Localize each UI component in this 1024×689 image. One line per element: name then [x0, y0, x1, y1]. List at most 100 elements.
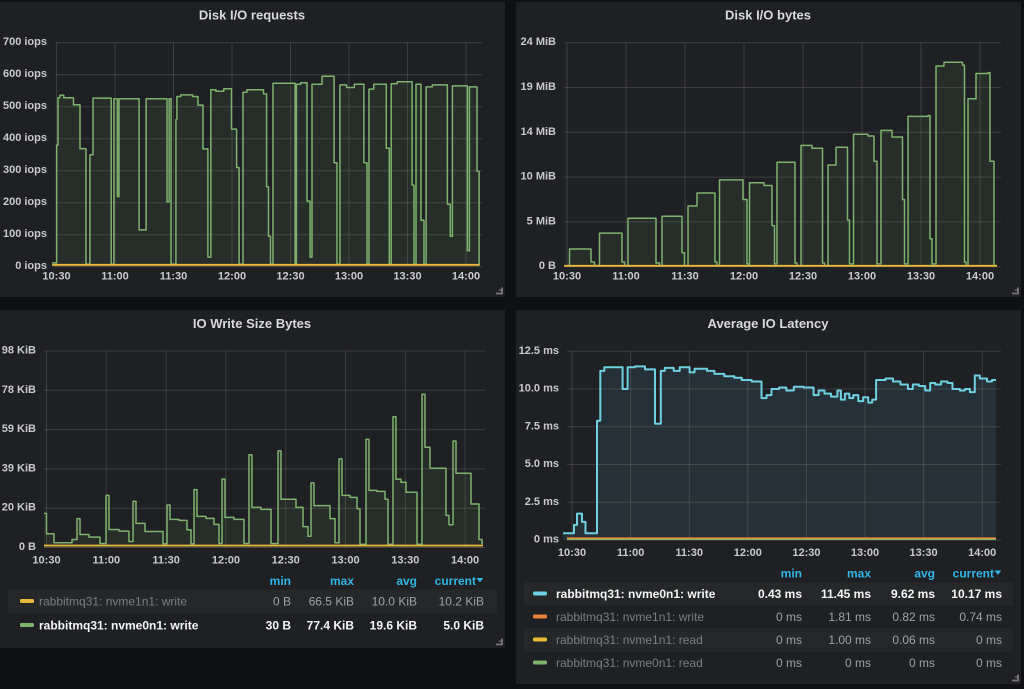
svg-text:30 B: 30 B [266, 619, 292, 633]
svg-text:Disk I/O bytes: Disk I/O bytes [725, 8, 811, 23]
svg-text:11:30: 11:30 [671, 271, 699, 283]
svg-text:0 ms: 0 ms [534, 534, 559, 546]
svg-text:14:00: 14:00 [966, 271, 994, 283]
svg-text:14 MiB: 14 MiB [521, 126, 557, 138]
svg-text:0 ms: 0 ms [776, 610, 802, 624]
svg-text:300 iops: 300 iops [3, 164, 47, 176]
svg-text:13:00: 13:00 [335, 271, 363, 283]
svg-text:12:00: 12:00 [734, 547, 762, 559]
svg-text:min: min [270, 574, 291, 588]
svg-text:10:30: 10:30 [553, 271, 581, 283]
svg-text:11:00: 11:00 [101, 271, 129, 283]
svg-text:rabbitmq31: nvme0n1: read: rabbitmq31: nvme0n1: read [556, 656, 703, 670]
svg-text:0 ms: 0 ms [845, 656, 871, 670]
svg-text:10:30: 10:30 [32, 554, 60, 566]
svg-text:rabbitmq31: nvme0n1: write: rabbitmq31: nvme0n1: write [39, 619, 199, 633]
svg-text:5.0 KiB: 5.0 KiB [443, 619, 484, 633]
svg-text:current: current [435, 574, 476, 588]
svg-text:0 B: 0 B [539, 260, 556, 272]
svg-text:39 KiB: 39 KiB [2, 462, 36, 474]
svg-text:19 MiB: 19 MiB [521, 81, 557, 93]
svg-text:9.62 ms: 9.62 ms [891, 587, 935, 601]
svg-text:IO Write Size Bytes: IO Write Size Bytes [193, 316, 311, 331]
svg-text:0 ms: 0 ms [976, 633, 1002, 647]
svg-text:10.2 KiB: 10.2 KiB [439, 595, 484, 609]
svg-text:rabbitmq31: nvme1n1: write: rabbitmq31: nvme1n1: write [39, 595, 187, 609]
svg-text:100 iops: 100 iops [3, 228, 47, 240]
svg-text:Disk I/O requests: Disk I/O requests [199, 8, 305, 23]
svg-text:600 iops: 600 iops [3, 68, 47, 80]
svg-text:12:30: 12:30 [792, 547, 820, 559]
svg-text:rabbitmq31: nvme1n1: read: rabbitmq31: nvme1n1: read [556, 633, 703, 647]
svg-text:0 B: 0 B [273, 595, 291, 609]
svg-text:13:00: 13:00 [331, 554, 359, 566]
svg-text:11:30: 11:30 [160, 271, 188, 283]
svg-text:12:00: 12:00 [218, 271, 246, 283]
svg-text:66.5 KiB: 66.5 KiB [309, 595, 354, 609]
svg-text:10:30: 10:30 [558, 547, 586, 559]
svg-text:rabbitmq31: nvme1n1: write: rabbitmq31: nvme1n1: write [556, 610, 704, 624]
svg-text:12.5 ms: 12.5 ms [519, 345, 559, 357]
svg-text:13:30: 13:30 [910, 547, 938, 559]
svg-text:10.0 ms: 10.0 ms [519, 383, 559, 395]
svg-text:max: max [330, 574, 354, 588]
svg-text:11:00: 11:00 [612, 271, 640, 283]
svg-text:78 KiB: 78 KiB [2, 384, 36, 396]
svg-text:14:00: 14:00 [968, 547, 996, 559]
svg-text:10.0 KiB: 10.0 KiB [372, 595, 417, 609]
svg-text:11.45 ms: 11.45 ms [821, 587, 871, 601]
svg-text:0.06 ms: 0.06 ms [892, 633, 935, 647]
svg-text:98 KiB: 98 KiB [2, 345, 36, 357]
svg-text:12:00: 12:00 [212, 554, 240, 566]
svg-text:7.5 ms: 7.5 ms [525, 420, 559, 432]
svg-text:11:30: 11:30 [152, 554, 180, 566]
svg-text:20 KiB: 20 KiB [2, 502, 36, 514]
svg-text:5.0 ms: 5.0 ms [525, 458, 559, 470]
svg-text:2.5 ms: 2.5 ms [525, 496, 559, 508]
svg-text:1.81 ms: 1.81 ms [828, 610, 871, 624]
svg-text:0.74 ms: 0.74 ms [959, 610, 1002, 624]
svg-text:avg: avg [396, 574, 417, 588]
svg-text:current: current [953, 567, 994, 581]
svg-text:0 ms: 0 ms [976, 656, 1002, 670]
svg-text:12:30: 12:30 [272, 554, 300, 566]
svg-text:10:30: 10:30 [42, 271, 70, 283]
svg-text:max: max [847, 567, 871, 581]
svg-text:0 ms: 0 ms [909, 656, 935, 670]
svg-text:13:30: 13:30 [393, 271, 421, 283]
svg-text:rabbitmq31: nvme0n1: write: rabbitmq31: nvme0n1: write [556, 587, 716, 601]
svg-text:1.00 ms: 1.00 ms [828, 633, 871, 647]
svg-text:0 ms: 0 ms [776, 656, 802, 670]
svg-text:200 iops: 200 iops [3, 196, 47, 208]
svg-text:5 MiB: 5 MiB [527, 215, 556, 227]
svg-text:13:30: 13:30 [391, 554, 419, 566]
svg-text:min: min [781, 567, 802, 581]
svg-text:10 MiB: 10 MiB [521, 171, 557, 183]
svg-text:0 ms: 0 ms [776, 633, 802, 647]
svg-text:0.82 ms: 0.82 ms [892, 610, 935, 624]
svg-text:11:00: 11:00 [617, 547, 645, 559]
svg-text:19.6 KiB: 19.6 KiB [370, 619, 418, 633]
svg-text:12:30: 12:30 [789, 271, 817, 283]
svg-text:13:00: 13:00 [848, 271, 876, 283]
svg-text:0 B: 0 B [19, 541, 36, 553]
svg-text:13:00: 13:00 [851, 547, 879, 559]
svg-text:0 iops: 0 iops [15, 260, 47, 272]
svg-text:700 iops: 700 iops [3, 36, 47, 48]
svg-text:77.4 KiB: 77.4 KiB [307, 619, 355, 633]
svg-text:Average IO Latency: Average IO Latency [708, 316, 830, 331]
svg-text:400 iops: 400 iops [3, 132, 47, 144]
svg-text:14:00: 14:00 [452, 271, 480, 283]
svg-text:avg: avg [914, 567, 935, 581]
svg-text:0.43 ms: 0.43 ms [758, 587, 802, 601]
svg-text:12:00: 12:00 [730, 271, 758, 283]
svg-text:14:00: 14:00 [451, 554, 479, 566]
svg-text:12:30: 12:30 [276, 271, 304, 283]
svg-text:11:30: 11:30 [675, 547, 703, 559]
svg-text:59 KiB: 59 KiB [2, 423, 36, 435]
svg-text:24 MiB: 24 MiB [521, 36, 557, 48]
svg-text:11:00: 11:00 [93, 554, 121, 566]
svg-text:13:30: 13:30 [907, 271, 935, 283]
svg-text:500 iops: 500 iops [3, 100, 47, 112]
svg-text:10.17 ms: 10.17 ms [951, 587, 1002, 601]
